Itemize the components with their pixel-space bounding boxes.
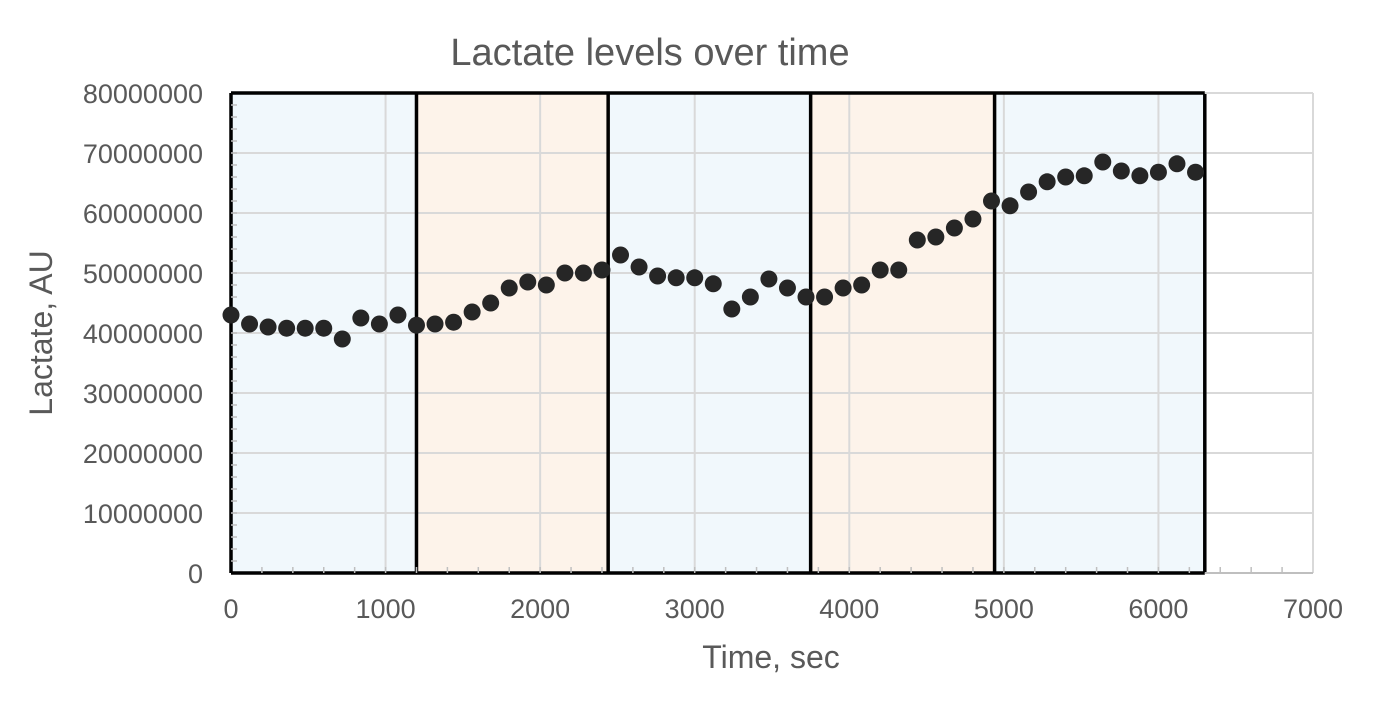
data-point [1131, 167, 1149, 185]
data-point [352, 309, 370, 327]
x-tick-labels: 0 1000 2000 3000 4000 5000 6000 7000 [223, 594, 1343, 624]
data-point [1001, 197, 1019, 215]
data-point [537, 276, 555, 294]
data-point [1168, 155, 1186, 173]
y-tick-label: 50000000 [83, 259, 203, 289]
data-point [871, 261, 889, 279]
data-point [704, 275, 722, 293]
x-tick-label: 2000 [510, 594, 570, 624]
data-point [1057, 168, 1075, 186]
data-point [407, 316, 425, 334]
data-point [278, 319, 296, 337]
data-point [686, 269, 704, 287]
data-point [1075, 167, 1093, 185]
data-point [315, 319, 333, 337]
data-point [816, 288, 834, 306]
data-point [834, 279, 852, 297]
y-axis-title: Lactate, AU [23, 250, 59, 415]
data-point [241, 315, 259, 333]
axes [231, 92, 1313, 574]
y-tick-labels: 0 10000000 20000000 30000000 40000000 5000000… [83, 79, 203, 589]
data-point [760, 270, 778, 288]
data-point [333, 330, 351, 348]
data-point [1187, 163, 1205, 181]
data-point [463, 303, 481, 321]
data-point [908, 231, 926, 249]
data-point [482, 294, 500, 312]
x-tick-label: 3000 [665, 594, 725, 624]
data-point [1094, 153, 1112, 171]
data-point [649, 267, 667, 285]
data-point [667, 269, 685, 287]
data-point [630, 258, 648, 276]
x-tick-label: 4000 [819, 594, 879, 624]
x-tick-label: 1000 [356, 594, 416, 624]
y-tick-label: 70000000 [83, 139, 203, 169]
data-point [741, 288, 759, 306]
data-point [222, 306, 240, 324]
data-point [853, 276, 871, 294]
data-point [945, 219, 963, 237]
data-point [556, 264, 574, 282]
data-point [296, 319, 314, 337]
data-point [890, 261, 908, 279]
data-point [723, 300, 741, 318]
y-tick-label: 0 [188, 559, 203, 589]
chart-title: Lactate levels over time [450, 32, 849, 74]
data-point [574, 264, 592, 282]
x-tick-label: 7000 [1283, 594, 1343, 624]
x-tick-label: 0 [223, 594, 238, 624]
data-point [389, 306, 407, 324]
data-point [1038, 173, 1056, 191]
y-tick-label: 60000000 [83, 199, 203, 229]
data-point [426, 315, 444, 333]
x-tick-label: 6000 [1128, 594, 1188, 624]
data-point [1149, 163, 1167, 181]
x-axis-title: Time, sec [702, 639, 840, 675]
data-point [445, 313, 463, 331]
data-point [778, 279, 796, 297]
data-point [797, 288, 815, 306]
data-point [500, 279, 518, 297]
data-point [927, 228, 945, 246]
data-point [982, 192, 1000, 210]
y-tick-label: 20000000 [83, 439, 203, 469]
data-point [612, 246, 630, 264]
y-tick-label: 10000000 [83, 499, 203, 529]
data-point [519, 273, 537, 291]
y-tick-label: 30000000 [83, 379, 203, 409]
y-tick-label: 80000000 [83, 79, 203, 109]
data-point [964, 210, 982, 228]
data-point [1112, 162, 1130, 180]
y-tick-label: 40000000 [83, 319, 203, 349]
data-point [370, 315, 388, 333]
data-point [593, 261, 611, 279]
x-tick-label: 5000 [974, 594, 1034, 624]
data-point [1020, 183, 1038, 201]
data-point [259, 318, 277, 336]
data-points [222, 153, 1205, 348]
